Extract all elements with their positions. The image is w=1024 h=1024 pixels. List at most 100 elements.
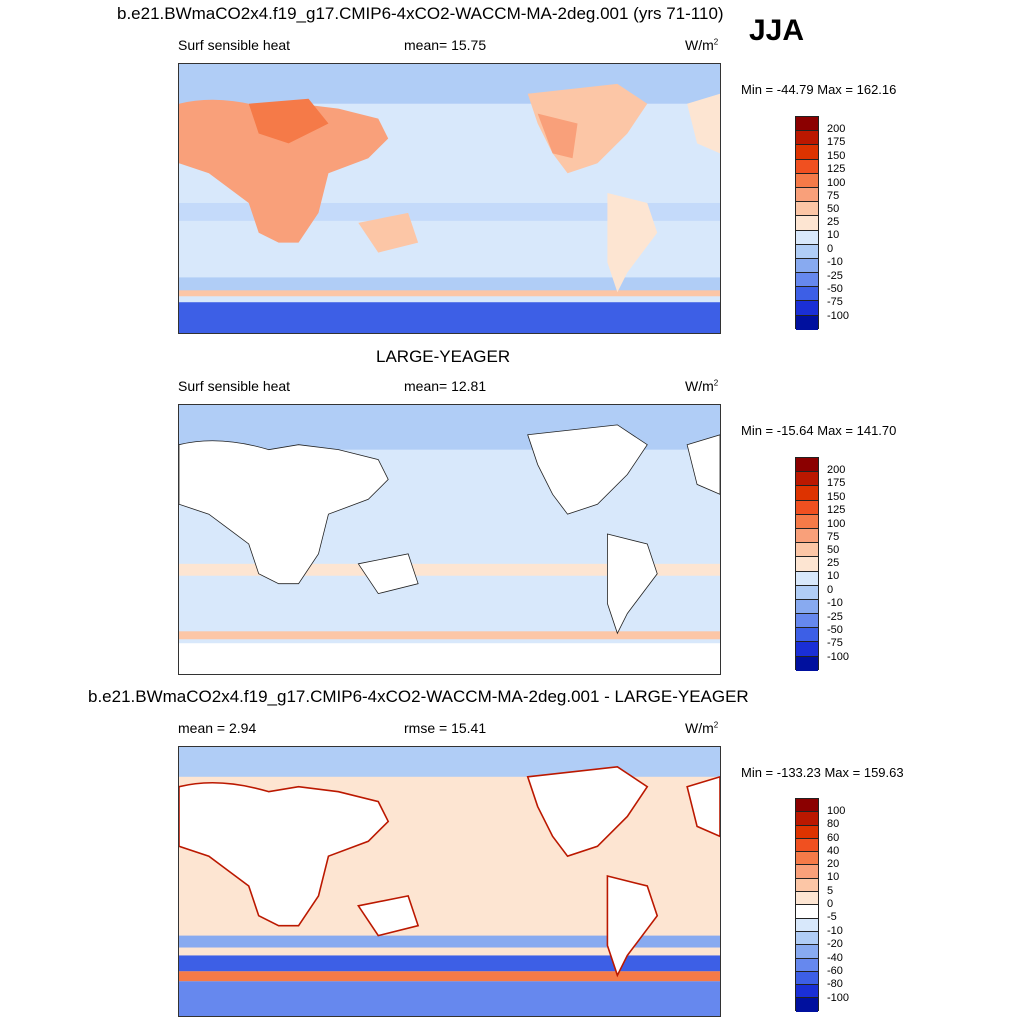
colorbar-label: 175 [827, 477, 846, 489]
colorbar-swatch [796, 216, 818, 231]
colorbar-swatch [796, 117, 818, 132]
panel2-mean: mean= 12.81 [404, 378, 487, 394]
panel1-minmax: Min = -44.79 Max = 162.16 [741, 82, 897, 97]
colorbar-swatch [796, 905, 818, 919]
colorbar-swatch [796, 998, 818, 1012]
australia-land [357, 894, 420, 937]
australia-land [357, 553, 419, 595]
panel3-minmax: Min = -133.23 Max = 159.63 [741, 765, 904, 780]
north-america-land [526, 766, 649, 858]
south-america-land [607, 193, 658, 293]
colorbar-label: -10 [827, 925, 843, 937]
colorbar-label: -40 [827, 952, 843, 964]
southern-cool-band [179, 935, 720, 948]
southern-warm-band-2 [179, 631, 720, 640]
colorbar-label: 75 [827, 190, 840, 202]
colorbar-swatch [796, 500, 818, 515]
colorbar-swatch [796, 958, 818, 972]
colorbar-swatch [796, 571, 818, 586]
colorbar-label: -10 [827, 256, 843, 268]
panel1-units: W/m2 [685, 37, 719, 53]
panel3-units: W/m2 [685, 720, 719, 736]
southern-warm-band [179, 563, 720, 576]
colorbar-label: -100 [827, 992, 850, 1004]
colorbar-swatch [796, 486, 818, 501]
season-label: JJA [749, 14, 805, 47]
colorbar-swatch [796, 985, 818, 999]
colorbar-swatch [796, 258, 818, 274]
colorbar-swatch [796, 202, 818, 217]
colorbar-label: 0 [827, 243, 834, 255]
southern-warm-band [179, 290, 720, 297]
northern-cool-band [179, 747, 720, 777]
colorbar-label: 125 [827, 163, 846, 175]
east-edge-land [687, 93, 720, 154]
colorbar-swatch [796, 230, 818, 245]
colorbar-label: 0 [827, 584, 834, 596]
colorbar-label: 125 [827, 504, 846, 516]
australia-land [358, 212, 419, 253]
colorbar-swatch [796, 628, 818, 643]
colorbar-swatch [796, 878, 818, 893]
colorbar-swatch [796, 514, 818, 529]
colorbar-label: -20 [827, 938, 843, 950]
colorbar-swatch [796, 458, 818, 473]
colorbar-label: 10 [827, 570, 840, 582]
colorbar-label: -50 [827, 624, 843, 636]
colorbar-swatch [796, 812, 818, 826]
panel1-colorbar [795, 116, 819, 330]
colorbar-swatch [796, 585, 818, 600]
colorbar-label: -25 [827, 270, 843, 282]
colorbar-swatch [796, 892, 818, 906]
colorbar-label: 50 [827, 544, 840, 556]
colorbar-label: 100 [827, 805, 846, 817]
colorbar-swatch [796, 244, 818, 259]
antarctic-field [179, 981, 720, 1016]
colorbar-swatch [796, 865, 818, 879]
panel3-mean: mean = 2.94 [178, 720, 257, 736]
panel1-title: b.e21.BWmaCO2x4.f19_g17.CMIP6-4xCO2-WACC… [117, 4, 724, 23]
colorbar-label: -100 [827, 651, 850, 663]
colorbar-swatch [796, 931, 818, 946]
colorbar-swatch [796, 273, 818, 288]
eurasia-africa-land [179, 440, 389, 585]
colorbar-label: -80 [827, 978, 843, 990]
colorbar-label: 100 [827, 177, 846, 189]
antarctic-field [179, 302, 720, 333]
colorbar-label: 100 [827, 518, 846, 530]
eurasia-africa-land [179, 99, 389, 243]
colorbar-label: 0 [827, 898, 834, 910]
colorbar-label: 25 [827, 557, 840, 569]
colorbar-swatch [796, 971, 818, 986]
colorbar-label: 60 [827, 832, 840, 844]
colorbar-swatch [796, 159, 818, 174]
southern-strong-band [179, 955, 720, 972]
colorbar-label: 150 [827, 491, 846, 503]
colorbar-label: 5 [827, 885, 834, 897]
colorbar-swatch [796, 614, 818, 629]
colorbar-label: -75 [827, 637, 843, 649]
colorbar-label: 175 [827, 136, 846, 148]
panel2-units: W/m2 [685, 378, 719, 394]
colorbar-label: 20 [827, 858, 840, 870]
panel3-rmse: rmse = 15.41 [404, 720, 487, 736]
central-asia-warm [248, 98, 329, 144]
colorbar-swatch [796, 945, 818, 959]
panel2-title: LARGE-YEAGER [376, 347, 511, 366]
colorbar-label: 80 [827, 818, 840, 830]
east-edge-land [686, 434, 720, 495]
colorbar-label: 25 [827, 216, 840, 228]
colorbar-swatch [796, 131, 818, 146]
panel2-variable: Surf sensible heat [178, 378, 291, 394]
colorbar-swatch [796, 287, 818, 302]
colorbar-swatch [796, 642, 818, 657]
colorbar-label: -100 [827, 310, 850, 322]
southern-warm-band [179, 971, 720, 982]
panel2-map-svg [179, 405, 720, 674]
panel1-map-svg [179, 64, 720, 333]
colorbar-swatch [796, 825, 818, 839]
colorbar-swatch [796, 543, 818, 558]
colorbar-swatch [796, 315, 818, 330]
colorbar-swatch [796, 656, 818, 671]
colorbar-label: -5 [827, 911, 837, 923]
